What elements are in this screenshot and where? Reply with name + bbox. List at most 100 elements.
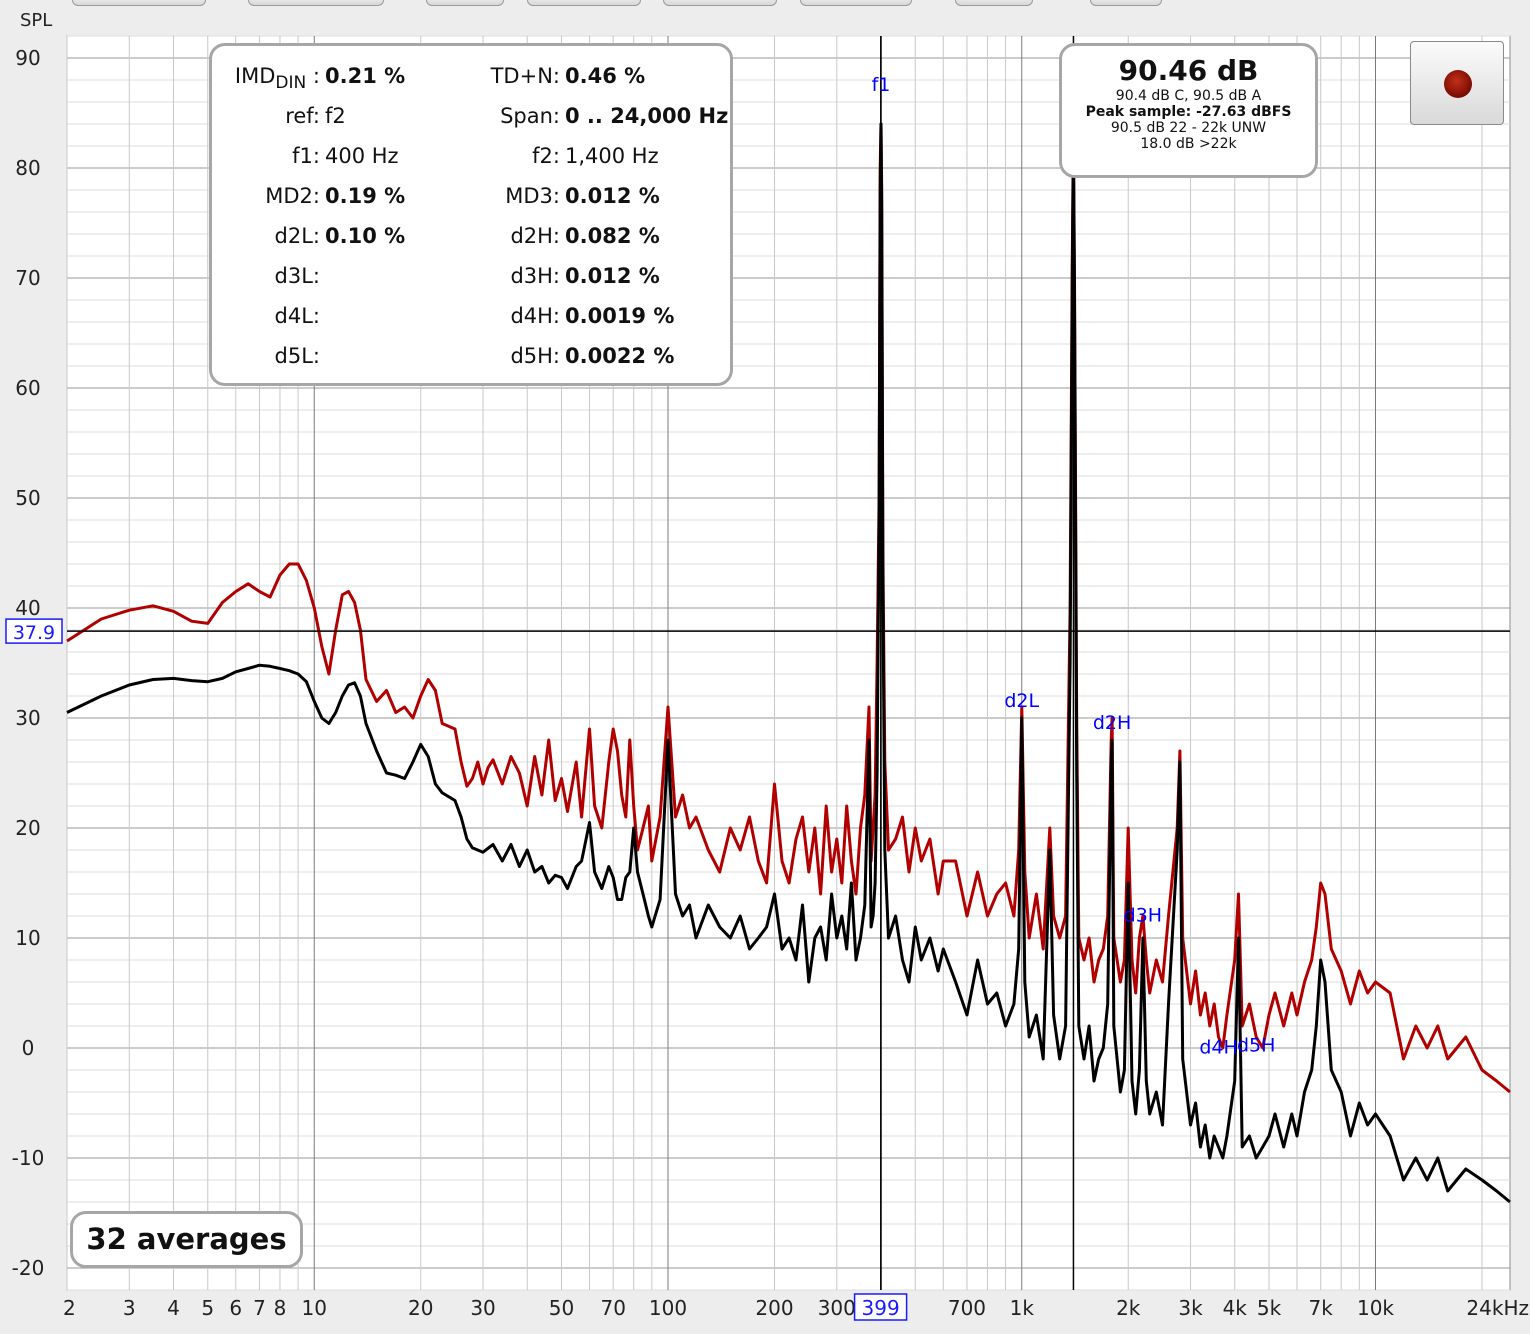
level-unweighted: 90.5 dB 22 - 22k UNW [1110, 120, 1267, 136]
stat-key: f2: [532, 144, 560, 168]
annotation-d2L: d2L [1004, 690, 1039, 712]
stat-row: ref: f2 Span: 0 .. 24,000 Hz [212, 104, 730, 134]
stat-value: 0.082 % [565, 224, 660, 248]
stat-key: d5L: [275, 344, 320, 368]
stat-row: d4L: d4H: 0.0019 % [212, 304, 730, 334]
top-tab[interactable] [72, 0, 206, 6]
stat-value: 0.19 % [325, 184, 406, 208]
record-button[interactable] [1410, 41, 1504, 125]
x-tick-label: 200 [755, 1296, 793, 1320]
stat-key: MD3: [505, 184, 560, 208]
stat-value: 0 .. 24,000 Hz [565, 104, 729, 128]
stat-value: 0.0022 % [565, 344, 675, 368]
y-tick-label: 30 [15, 706, 40, 730]
top-tab[interactable] [800, 0, 912, 6]
stat-row: d5L: d5H: 0.0022 % [212, 344, 730, 374]
x-tick-label: 10k [1357, 1296, 1394, 1320]
stat-key-text: ref: [285, 104, 320, 128]
stat-row: f1: 400 Hz f2: 1,400 Hz [212, 144, 730, 174]
top-tab[interactable] [248, 0, 384, 6]
y-tick-label: -10 [12, 1146, 45, 1170]
top-tab[interactable] [1090, 0, 1162, 6]
stat-value: 0.21 % [325, 64, 406, 88]
level-weighted: 90.4 dB C, 90.5 dB A [1115, 88, 1262, 104]
y-tick-label: 70 [15, 266, 40, 290]
y-tick-label: 60 [15, 376, 40, 400]
x-tick-label: 5k [1257, 1296, 1282, 1320]
x-tick-label: 30 [470, 1296, 495, 1320]
stat-value: 0.10 % [325, 224, 406, 248]
y-tick-label: 0 [22, 1036, 35, 1060]
series-line-black [66, 122, 1511, 1204]
stat-row: IMDDIN :0.21 % TD+N: 0.46 % [212, 64, 730, 94]
stat-key-text: MD2: [265, 184, 320, 208]
top-tab[interactable] [426, 0, 504, 6]
x-tick-label: 4 [167, 1296, 180, 1320]
stat-value: 0.0019 % [565, 304, 675, 328]
y-tick-label: 50 [15, 486, 40, 510]
stat-key: ref: [285, 104, 320, 128]
top-tab[interactable] [955, 0, 1033, 6]
x-tick-label: 7k [1309, 1296, 1334, 1320]
x-tick-label: 2k [1116, 1296, 1141, 1320]
y-tick-label: 40 [15, 596, 40, 620]
averages-badge: 32 averages [70, 1211, 303, 1268]
stat-value: 400 Hz [325, 144, 399, 168]
stat-key: Span: [500, 104, 560, 128]
cursor-freq-label: 399 [862, 1296, 900, 1320]
y-tick-label: -20 [12, 1256, 45, 1280]
top-tab[interactable] [663, 0, 777, 6]
stat-key-text: d4L: [274, 304, 320, 328]
level-meter-panel: 90.46 dB 90.4 dB C, 90.5 dB A Peak sampl… [1059, 43, 1318, 178]
x-tick-label: 10 [302, 1296, 327, 1320]
stat-value: 0.012 % [565, 184, 660, 208]
stat-key-text: d2L: [274, 224, 320, 248]
y-tick-label: 20 [15, 816, 40, 840]
top-tab[interactable] [527, 0, 641, 6]
imd-stats-panel: IMDDIN :0.21 % TD+N: 0.46 % ref: f2 Span: 0 ..… [209, 43, 733, 386]
x-tick-label: 100 [649, 1296, 687, 1320]
stat-key-text: d3L: [274, 264, 320, 288]
stat-key: f1: [292, 144, 320, 168]
x-tick-label: 20 [408, 1296, 433, 1320]
annotation-d5H: d5H [1237, 1034, 1275, 1056]
stat-key: TD+N: [490, 64, 560, 88]
level-peak-sample: Peak sample: -27.63 dBFS [1085, 104, 1292, 120]
x-tick-label: 700 [948, 1296, 986, 1320]
x-tick-label: 4k [1223, 1296, 1248, 1320]
x-tick-label: 8 [274, 1296, 287, 1320]
stat-key: d3L: [275, 264, 320, 288]
stat-key-subscript: DIN [275, 73, 307, 94]
stat-key: MD2: [265, 184, 320, 208]
cursor-freq-box [853, 1293, 908, 1321]
x-tick-label: 300 [818, 1296, 856, 1320]
cursor-level-box [5, 618, 63, 644]
level-main-readout: 90.46 dB [1118, 54, 1259, 87]
y-tick-label: 90 [15, 46, 40, 70]
stat-key: d2H: [510, 224, 560, 248]
x-tick-label: 1k [1010, 1296, 1035, 1320]
stat-key: d4L: [275, 304, 320, 328]
y-tick-label: 10 [15, 926, 40, 950]
stat-row: d3L: d3H: 0.012 % [212, 264, 730, 294]
x-tick-label: 3 [123, 1296, 136, 1320]
y-axis-label: SPL [20, 10, 52, 31]
stat-row: d2L: 0.10 % d2H: 0.082 % [212, 224, 730, 254]
stat-key: d5H: [510, 344, 560, 368]
stat-value: 1,400 Hz [565, 144, 659, 168]
stat-key-text: d5L: [274, 344, 320, 368]
stat-key: d3H: [510, 264, 560, 288]
stat-row: MD2: 0.19 % MD3: 0.012 % [212, 184, 730, 214]
annotation-d4H: d4H [1199, 1037, 1237, 1059]
stat-key-text: f1: [292, 144, 320, 168]
stat-value: 0.012 % [565, 264, 660, 288]
x-tick-label: 50 [549, 1296, 574, 1320]
stat-key-colon: : [306, 64, 320, 88]
x-tick-label: 24kHz [1466, 1296, 1529, 1320]
stat-key: d2L: [275, 224, 320, 248]
stat-value: 0.46 % [565, 64, 646, 88]
stat-key: IMDDIN : [235, 64, 320, 93]
cursor-level-label: 37.9 [13, 622, 55, 644]
stat-key-text: IMD [234, 64, 276, 88]
stat-value: f2 [325, 104, 346, 128]
